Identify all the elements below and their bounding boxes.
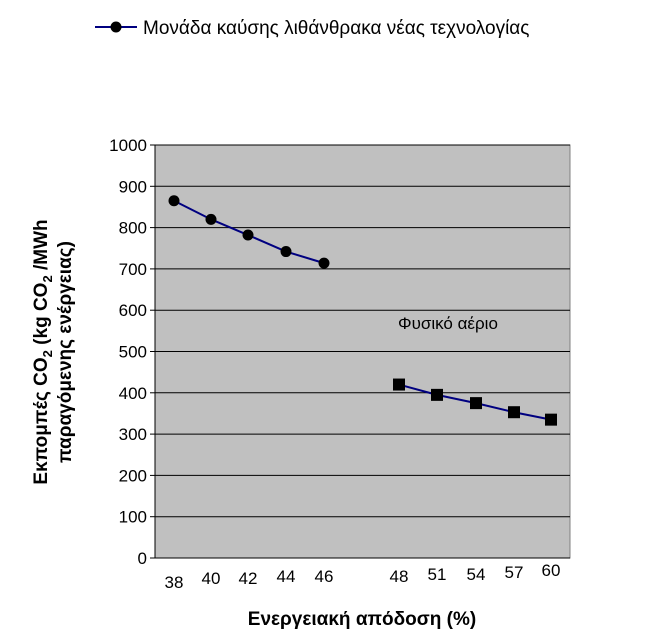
y-tick-label: 500 xyxy=(119,343,147,362)
y-axis-ticks: 0 100 200 300 400 500 600 700 800 900 1000 xyxy=(109,136,155,568)
data-point xyxy=(168,195,180,207)
data-point xyxy=(393,378,405,391)
x-tick-label: 51 xyxy=(428,565,447,584)
x-tick-label: 38 xyxy=(165,573,184,592)
x-axis-ticks: 38 40 42 44 46 48 51 54 57 60 xyxy=(165,561,561,592)
data-point xyxy=(205,213,217,225)
y-tick-label: 700 xyxy=(119,260,147,279)
data-point xyxy=(545,413,557,426)
y-tick-label: 900 xyxy=(119,177,147,196)
legend-label: Μονάδα καύσης λιθάνθρακα νέας τεχνολογία… xyxy=(143,18,529,39)
annotation-natural-gas: Φυσικό αέριο xyxy=(398,314,498,333)
y-tick-label: 100 xyxy=(119,508,147,527)
y-axis-title-line1: Εκπομπές CO2 (kg CO2 /MWh xyxy=(31,219,55,484)
x-tick-label: 44 xyxy=(277,567,296,586)
data-point xyxy=(508,406,520,419)
y-tick-label: 800 xyxy=(119,219,147,238)
data-point xyxy=(318,257,330,269)
y-tick-label: 200 xyxy=(119,466,147,485)
legend: Μονάδα καύσης λιθάνθρακα νέας τεχνολογία… xyxy=(95,18,529,39)
y-tick-label: 1000 xyxy=(109,136,147,155)
data-point xyxy=(280,246,292,258)
x-tick-label: 54 xyxy=(467,565,486,584)
x-tick-label: 46 xyxy=(315,567,334,586)
x-axis-title: Ενεργειακή απόδοση (%) xyxy=(248,609,476,630)
y-tick-label: 0 xyxy=(138,549,147,568)
data-point xyxy=(242,229,254,241)
x-tick-label: 60 xyxy=(542,561,561,580)
y-tick-label: 400 xyxy=(119,384,147,403)
y-axis-title-line2: παραγόμενης ενέργειας) xyxy=(55,241,76,463)
x-tick-label: 42 xyxy=(239,569,258,588)
y-tick-label: 600 xyxy=(119,301,147,320)
legend-marker-circle xyxy=(110,21,122,33)
y-tick-label: 300 xyxy=(119,425,147,444)
x-tick-label: 48 xyxy=(390,567,409,586)
data-point xyxy=(470,397,482,410)
series-group xyxy=(168,195,557,426)
x-tick-label: 57 xyxy=(505,563,524,582)
data-point xyxy=(431,388,443,401)
gridlines xyxy=(155,144,570,518)
x-tick-label: 40 xyxy=(202,569,221,588)
y-axis-title: Εκπομπές CO2 (kg CO2 /MWh παραγόμενης εν… xyxy=(31,219,76,484)
